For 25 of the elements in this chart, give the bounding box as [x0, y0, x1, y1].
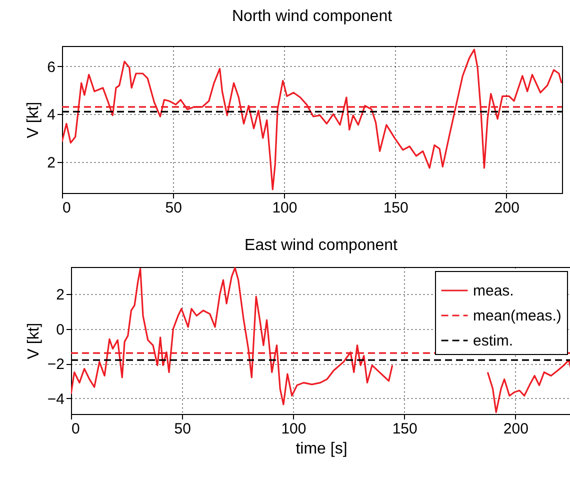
y-tick-label: 2 — [47, 154, 56, 172]
y-tick-label: −2 — [47, 356, 64, 374]
x-axis-title: time [s] — [296, 440, 348, 458]
y-tick-label: 6 — [47, 58, 56, 76]
x-tick-label: 50 — [174, 420, 191, 438]
chart-title: North wind component — [232, 8, 393, 25]
line-series — [62, 48, 562, 190]
legend-label: meas. — [473, 282, 514, 300]
x-tick-label: 200 — [494, 200, 520, 216]
x-tick-label: 150 — [383, 200, 408, 216]
x-tick-label: 200 — [503, 420, 528, 438]
legend-label: estim. — [473, 332, 514, 350]
y-axis-title: V [kt] — [25, 102, 42, 138]
x-tick-label: 100 — [272, 200, 298, 216]
x-tick-label: 50 — [165, 200, 182, 216]
x-tick-label: 0 — [72, 420, 80, 438]
x-tick-label: 100 — [281, 420, 306, 438]
chart-title: East wind component — [244, 237, 398, 254]
x-tick-label: 150 — [392, 420, 418, 438]
y-axis-title: V [kt] — [25, 322, 42, 360]
y-tick-label: 4 — [47, 106, 56, 124]
legend-label: mean(meas.) — [473, 308, 562, 324]
y-tick-label: 0 — [56, 321, 64, 338]
y-tick-label: 2 — [56, 286, 64, 304]
y-tick-label: −4 — [47, 390, 64, 408]
